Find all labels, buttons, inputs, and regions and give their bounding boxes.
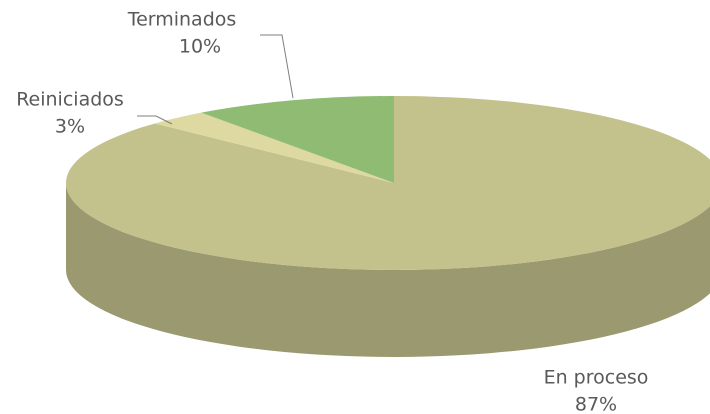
slice-label: En proceso	[544, 367, 649, 389]
slice-value-label: 87%	[575, 394, 617, 414]
leader-line	[137, 115, 173, 125]
slice-label: Terminados	[127, 9, 237, 31]
pie-slice	[66, 96, 710, 270]
slice-value-label: 10%	[179, 36, 221, 58]
slice-label: Reiniciados	[16, 89, 124, 111]
pie-side	[66, 183, 710, 357]
leader-line	[260, 34, 294, 99]
pie-slice	[154, 112, 394, 183]
pie-slice	[201, 96, 394, 183]
pie	[66, 96, 710, 357]
slice-value-label: 3%	[55, 116, 85, 138]
